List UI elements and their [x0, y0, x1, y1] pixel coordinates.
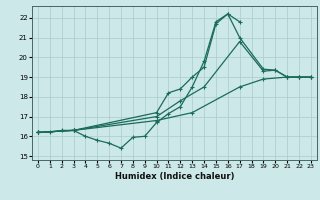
X-axis label: Humidex (Indice chaleur): Humidex (Indice chaleur): [115, 172, 234, 181]
